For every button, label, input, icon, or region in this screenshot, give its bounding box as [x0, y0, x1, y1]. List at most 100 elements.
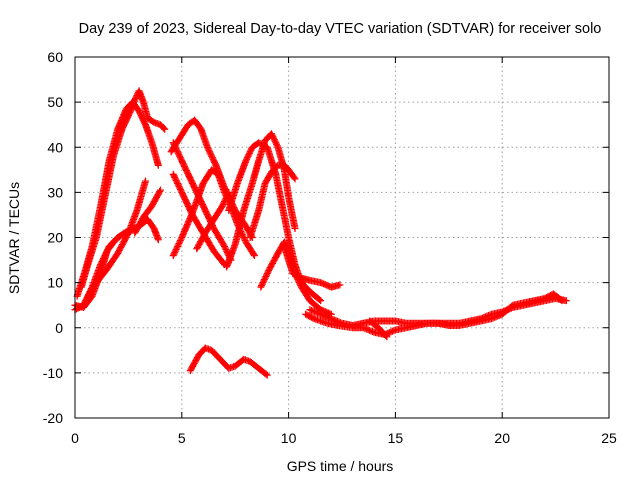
data-point: [245, 149, 253, 157]
series-s4: [77, 87, 169, 291]
series-s6: [131, 186, 164, 237]
data-point: [174, 181, 182, 189]
data-point: [170, 250, 178, 258]
data-point: [218, 202, 226, 210]
data-point: [207, 151, 215, 159]
data-point: [263, 371, 271, 379]
data-point: [176, 184, 184, 192]
data-point: [176, 154, 184, 162]
data-point: [141, 119, 149, 127]
data-point: [268, 130, 276, 138]
series-s20: [186, 344, 271, 379]
data-point: [203, 143, 211, 151]
y-tick-label: 0: [55, 320, 63, 336]
data-point: [315, 296, 323, 304]
data-point: [219, 200, 227, 208]
data-point: [221, 244, 229, 252]
data-point: [119, 122, 127, 130]
y-tick-label: -20: [43, 410, 63, 426]
data-point: [131, 96, 139, 104]
data-point: [222, 194, 230, 202]
x-tick-label: 0: [71, 430, 79, 446]
series-s16: [280, 243, 344, 291]
data-point: [161, 125, 169, 133]
data-point: [156, 188, 164, 196]
data-point: [263, 271, 271, 279]
y-tick-label: 30: [47, 184, 63, 200]
data-point: [125, 110, 133, 118]
chart-title: Day 239 of 2023, Sidereal Day-to-day VTE…: [79, 21, 602, 37]
data-point: [137, 110, 145, 118]
data-point: [291, 175, 299, 183]
data-point: [206, 149, 214, 157]
data-point: [245, 151, 253, 159]
data-point: [224, 190, 232, 198]
data-point: [156, 186, 164, 194]
data-point: [223, 249, 231, 257]
data-point: [220, 199, 228, 207]
x-tick-label: 5: [178, 430, 186, 446]
data-point: [221, 196, 229, 204]
data-point: [171, 247, 179, 255]
data-point: [260, 276, 268, 284]
data-point: [174, 149, 182, 157]
data-point: [243, 155, 251, 163]
data-point: [205, 146, 213, 154]
data-point: [259, 279, 267, 287]
data-point: [222, 246, 230, 254]
data-point: [211, 160, 219, 168]
data-point: [174, 179, 182, 187]
data-point: [263, 270, 271, 278]
x-axis-label: GPS time / hours: [287, 458, 394, 474]
data-point: [154, 236, 162, 244]
data-point: [174, 241, 182, 249]
data-point: [120, 121, 128, 129]
data-point: [208, 154, 216, 162]
data-point: [557, 296, 565, 304]
y-axis-label: SDTVAR / TECUs: [6, 182, 22, 294]
data-point: [272, 140, 280, 148]
y-tick-label: 60: [47, 49, 63, 65]
data-point: [270, 134, 278, 142]
data-point: [176, 185, 184, 193]
data-point: [317, 297, 325, 305]
data-point: [139, 116, 147, 124]
data-point: [268, 131, 276, 139]
data-point: [383, 333, 391, 341]
data-point: [123, 115, 131, 123]
data-point: [291, 224, 299, 232]
data-point: [246, 148, 254, 156]
data-point: [262, 370, 270, 378]
data-point: [170, 172, 178, 180]
data-point: [258, 282, 266, 290]
data-point: [244, 152, 252, 160]
data-point: [121, 119, 129, 127]
x-tick-label: 10: [281, 430, 297, 446]
data-point: [169, 170, 177, 178]
data-point: [223, 191, 231, 199]
data-point: [139, 115, 147, 123]
data-point: [175, 240, 183, 248]
data-point: [176, 152, 184, 160]
data-point: [141, 177, 149, 185]
data-point: [173, 244, 181, 252]
data-point: [247, 146, 255, 154]
data-point: [206, 148, 214, 156]
data-point: [208, 152, 216, 160]
data-point: [175, 151, 183, 159]
data-point: [138, 113, 146, 121]
y-tick-label: 20: [47, 230, 63, 246]
data-point: [174, 148, 182, 156]
data-point: [223, 193, 231, 201]
series-s5: [84, 177, 149, 300]
data-point: [336, 281, 344, 289]
data-point: [261, 274, 269, 282]
series-s14: [246, 161, 299, 241]
x-tick-label: 15: [388, 430, 404, 446]
series-s11: [193, 188, 233, 253]
data-point: [172, 246, 180, 254]
data-point: [136, 109, 144, 117]
data-point: [240, 234, 248, 241]
data-point: [240, 235, 248, 243]
